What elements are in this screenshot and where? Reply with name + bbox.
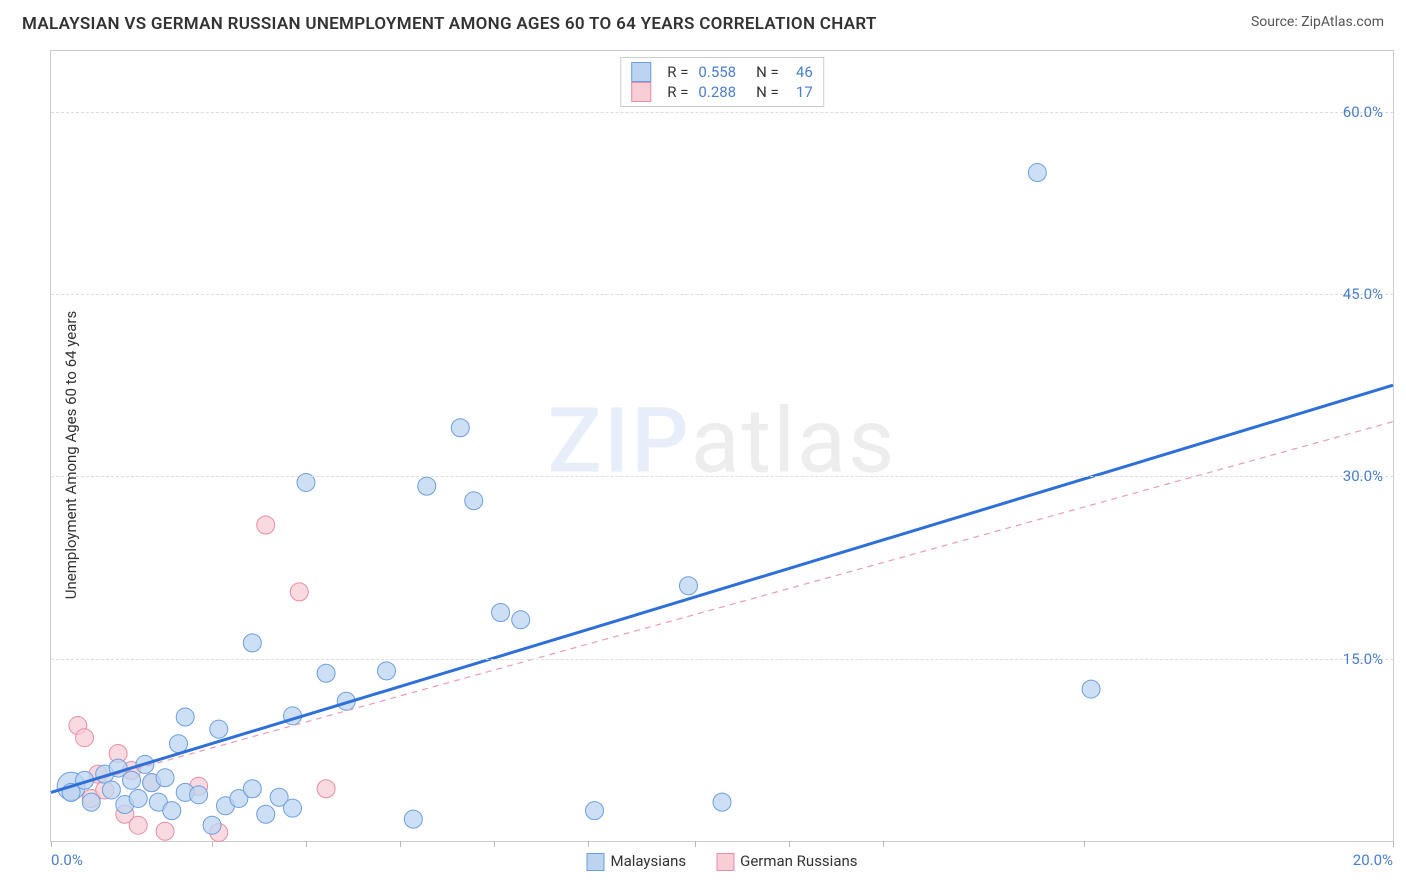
n-label: N = [756, 63, 779, 81]
correlation-legend-row: R = 0.558 N = 46 [631, 62, 813, 82]
r-label: R = [667, 63, 688, 81]
legend-swatch [631, 82, 651, 102]
scatter-point [82, 793, 100, 811]
x-tick-mark [494, 841, 495, 847]
scatter-point [378, 662, 396, 680]
legend-item: Malaysians [586, 852, 686, 871]
scatter-point [317, 664, 335, 682]
gridline [51, 112, 1393, 113]
scatter-point [190, 786, 208, 804]
x-tick-mark [212, 841, 213, 847]
x-tick-mark [588, 841, 589, 847]
scatter-point [465, 492, 483, 510]
chart-header: MALAYSIAN VS GERMAN RUSSIAN UNEMPLOYMENT… [0, 0, 1406, 40]
scatter-point [679, 577, 697, 595]
scatter-point [169, 735, 187, 753]
source-value: ZipAtlas.com [1301, 14, 1384, 30]
n-value: 46 [789, 63, 813, 81]
r-value: 0.558 [698, 63, 736, 81]
scatter-point [317, 780, 335, 798]
legend-item: German Russians [716, 852, 857, 871]
correlation-legend-row: R = 0.288 N = 17 [631, 82, 813, 102]
scatter-point [284, 799, 302, 817]
scatter-point [210, 720, 228, 738]
scatter-point [129, 816, 147, 834]
chart-title: MALAYSIAN VS GERMAN RUSSIAN UNEMPLOYMENT… [22, 14, 877, 34]
scatter-point [163, 802, 181, 820]
legend-label: German Russians [740, 852, 857, 870]
scatter-point [156, 822, 174, 840]
scatter-point [203, 816, 221, 834]
scatter-point [451, 419, 469, 437]
scatter-point [76, 729, 94, 747]
legend-swatch [631, 62, 651, 82]
x-axis-min-label: 0.0% [51, 851, 83, 869]
trend-line [51, 385, 1393, 792]
scatter-point [404, 810, 422, 828]
x-tick-mark [400, 841, 401, 847]
x-tick-mark [1084, 841, 1085, 847]
source-label: Source: [1251, 14, 1298, 30]
scatter-point [586, 802, 604, 820]
scatter-point [418, 477, 436, 495]
gridline [51, 294, 1393, 295]
scatter-point [129, 789, 147, 807]
scatter-point [257, 805, 275, 823]
chart-source: Source: ZipAtlas.com [1251, 14, 1384, 30]
x-tick-mark [695, 841, 696, 847]
correlation-legend: R = 0.558 N = 46 R = 0.288 N = 17 [620, 57, 824, 107]
scatter-plot [51, 51, 1393, 841]
y-tick-label: 60.0% [1343, 103, 1383, 121]
legend-swatch [586, 853, 604, 871]
scatter-point [102, 781, 120, 799]
chart-area: Unemployment Among Ages 60 to 64 years Z… [50, 50, 1394, 842]
scatter-point [123, 771, 141, 789]
gridline [51, 476, 1393, 477]
x-tick-mark [883, 841, 884, 847]
x-axis-max-label: 20.0% [1353, 851, 1393, 869]
scatter-point [156, 769, 174, 787]
legend-swatch [716, 853, 734, 871]
scatter-point [176, 708, 194, 726]
x-tick-mark [789, 841, 790, 847]
scatter-point [1028, 164, 1046, 182]
scatter-point [257, 516, 275, 534]
scatter-point [1082, 680, 1100, 698]
scatter-point [713, 793, 731, 811]
scatter-point [243, 780, 261, 798]
legend-label: Malaysians [610, 852, 686, 870]
n-value: 17 [789, 83, 813, 101]
x-tick-mark [51, 841, 52, 847]
r-label: R = [667, 83, 688, 101]
x-tick-mark [1393, 841, 1394, 847]
n-label: N = [756, 83, 779, 101]
y-tick-label: 30.0% [1343, 467, 1383, 485]
r-value: 0.288 [698, 83, 736, 101]
x-tick-mark [306, 841, 307, 847]
gridline [51, 659, 1393, 660]
scatter-point [243, 634, 261, 652]
scatter-point [512, 611, 530, 629]
y-tick-label: 45.0% [1343, 285, 1383, 303]
scatter-point [492, 604, 510, 622]
scatter-point [290, 583, 308, 601]
y-tick-label: 15.0% [1343, 650, 1383, 668]
series-legend: Malaysians German Russians [586, 852, 857, 871]
